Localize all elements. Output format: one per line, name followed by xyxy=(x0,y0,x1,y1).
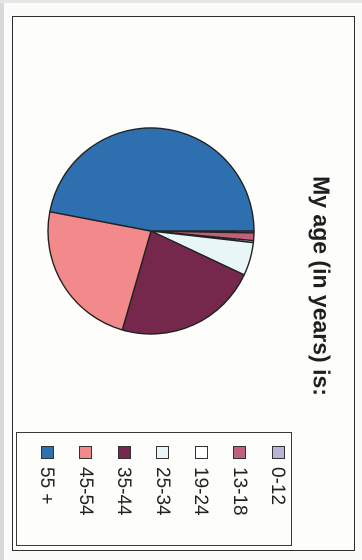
legend-swatch-55 xyxy=(40,446,54,459)
legend-swatch-35-44 xyxy=(117,446,131,459)
pie-slice-55 xyxy=(49,127,255,232)
chart-title: My age (in years) is: xyxy=(308,176,335,396)
legend-label-19-24: 19-24 xyxy=(190,467,211,516)
legend-label-25-34: 25-34 xyxy=(151,467,173,516)
legend-label-55: 55 + xyxy=(36,467,57,505)
legend-label-13-18: 13-18 xyxy=(228,467,250,516)
legend-label-35-44: 35-44 xyxy=(113,467,134,516)
legend-swatch-13-18 xyxy=(233,446,246,459)
legend: 0-12 13-18 19-24 25-34 35-44 45-54 55 + xyxy=(16,432,292,546)
legend-label-0-12: 0-12 xyxy=(267,467,288,506)
pie-slice-45-54 xyxy=(47,211,152,331)
scan-top-edge xyxy=(0,0,362,3)
scan-left-edge xyxy=(0,0,4,560)
legend-swatch-25-34 xyxy=(156,446,169,459)
legend-swatch-19-24 xyxy=(194,446,208,459)
legend-swatch-0-12 xyxy=(271,446,285,459)
legend-label-45-54: 45-54 xyxy=(74,467,96,516)
legend-swatch-45-54 xyxy=(79,446,92,459)
pie-slice-35-44 xyxy=(121,230,245,335)
